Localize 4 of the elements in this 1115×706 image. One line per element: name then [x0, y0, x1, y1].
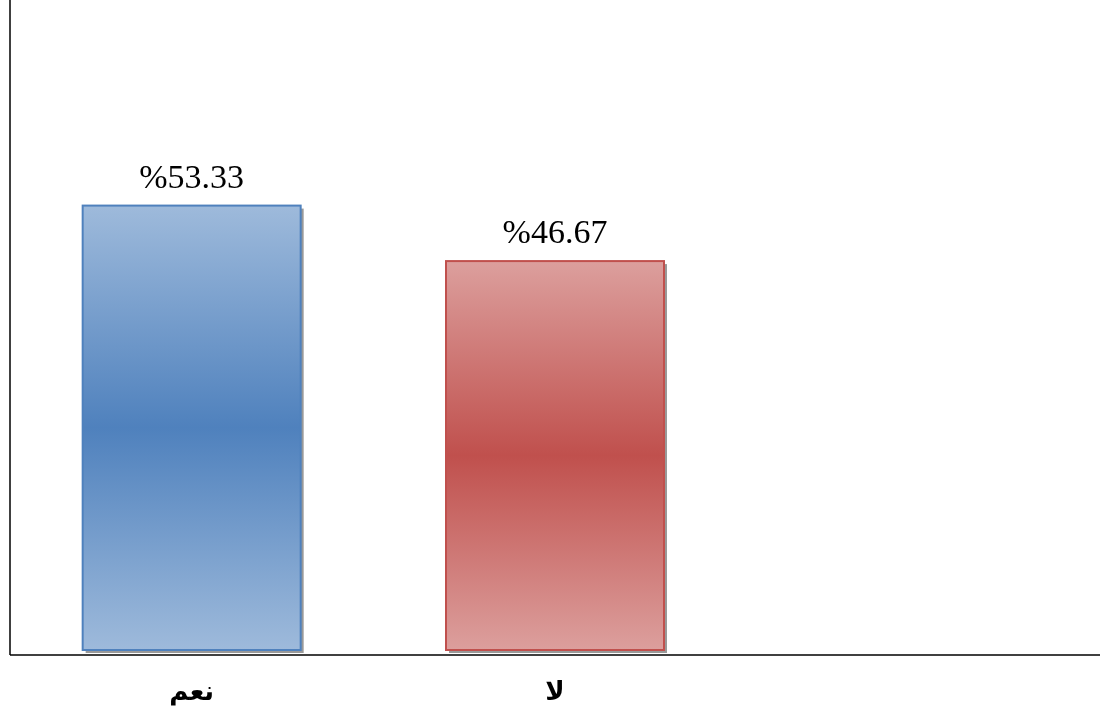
data-label: %53.33 [139, 157, 245, 195]
x-tick-label: لا [545, 676, 565, 706]
data-label: %46.67 [502, 213, 608, 251]
x-tick-label: نعم [169, 676, 215, 706]
